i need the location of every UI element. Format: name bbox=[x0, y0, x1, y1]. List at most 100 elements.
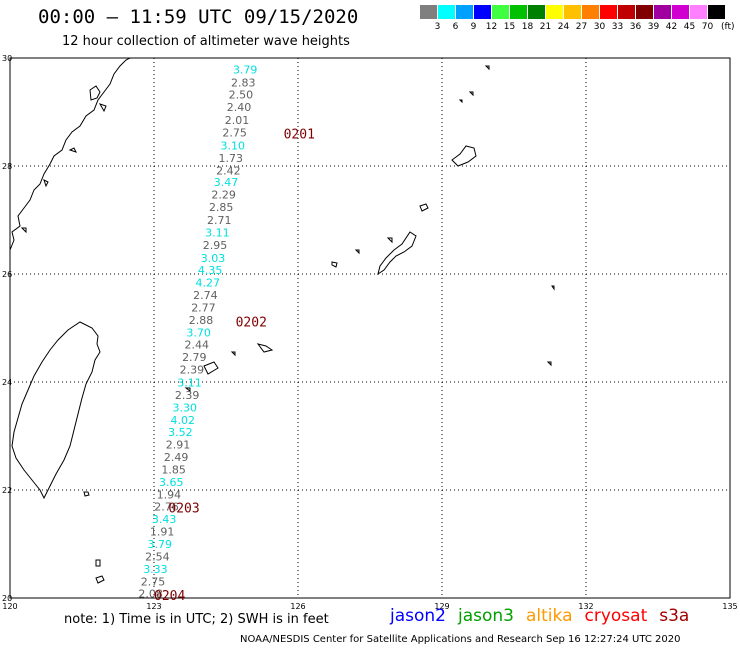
legend-label: 9 bbox=[470, 22, 477, 32]
legend-swatch bbox=[528, 5, 545, 19]
legend-swatch bbox=[690, 5, 707, 19]
satellite-legend: jason2 jason3 altika cryosat s3a bbox=[390, 606, 701, 626]
luzon-strait-islets bbox=[95, 559, 105, 584]
legend-swatch bbox=[708, 5, 725, 19]
lon-tick-label: 132 bbox=[578, 602, 593, 611]
wave-height-value: 2.50 bbox=[229, 89, 254, 102]
wave-height-value: 3.11 bbox=[177, 377, 202, 390]
legend-label: 6 bbox=[452, 22, 459, 32]
legend-swatch bbox=[600, 5, 617, 19]
wave-height-value: 2.08 bbox=[138, 588, 163, 601]
wave-height-value: 2.75 bbox=[141, 575, 166, 588]
wave-height-value: 4.02 bbox=[171, 414, 196, 427]
lon-tick-label: 126 bbox=[290, 602, 305, 611]
pass-labels: 0201 0202 0203 0204 bbox=[154, 128, 315, 604]
legend-label: 24 bbox=[557, 22, 570, 32]
pass-id-label: 0202 bbox=[236, 316, 267, 331]
ryukyu-islets bbox=[331, 65, 555, 367]
miyako-islands bbox=[184, 343, 274, 392]
pass-id-label: 0204 bbox=[154, 589, 185, 604]
china-coastline bbox=[9, 57, 131, 251]
lat-tick-label: 26 bbox=[2, 270, 12, 279]
wave-height-value: 2.01 bbox=[225, 114, 250, 127]
satellite-name: jason2 bbox=[390, 606, 446, 626]
wave-height-value: 2.91 bbox=[166, 439, 191, 452]
wave-height-value: 2.83 bbox=[231, 76, 256, 89]
pass-id-label: 0201 bbox=[284, 128, 315, 143]
lat-tick-label: 22 bbox=[2, 486, 12, 495]
lat-lon-grid: 120 123 126 129 132 135 20 22 24 26 28 30 bbox=[2, 54, 738, 611]
wave-height-value: 3.30 bbox=[172, 401, 197, 414]
legend-swatch bbox=[438, 5, 455, 19]
map-subtitle: 12 hour collection of altimeter wave hei… bbox=[62, 34, 350, 49]
wave-height-value: 3.79 bbox=[233, 63, 258, 76]
legend-label: 30 bbox=[593, 22, 606, 32]
wave-height-value: 2.42 bbox=[216, 164, 241, 177]
wave-height-labels: 3.792.832.502.402.012.753.101.732.423.47… bbox=[138, 63, 257, 600]
map-title: 00:00 – 11:59 UTC 09/15/2020 bbox=[38, 6, 359, 28]
china-coast-detail bbox=[20, 85, 107, 234]
wave-height-value: 2.77 bbox=[191, 301, 216, 314]
wave-height-value: 2.40 bbox=[227, 101, 252, 114]
wave-height-value: 3.65 bbox=[159, 476, 184, 489]
wave-height-value: 2.75 bbox=[222, 127, 247, 140]
lat-tick-label: 28 bbox=[2, 162, 12, 171]
wave-height-value: 2.71 bbox=[207, 214, 232, 227]
wave-height-value: 3.11 bbox=[205, 226, 230, 239]
wave-height-value: 2.76 bbox=[154, 501, 179, 514]
credit-line: NOAA/NESDIS Center for Satellite Applica… bbox=[240, 634, 681, 645]
taiwan-islet bbox=[83, 491, 90, 497]
legend-swatch bbox=[636, 5, 653, 19]
lon-tick-label: 129 bbox=[434, 602, 449, 611]
satellite-name: altika bbox=[526, 606, 573, 626]
wave-height-value: 2.49 bbox=[164, 451, 189, 464]
legend-label: 39 bbox=[647, 22, 660, 32]
satellite-name: cryosat bbox=[584, 606, 648, 626]
coastlines bbox=[9, 57, 555, 584]
wave-height-value: 2.95 bbox=[203, 239, 228, 252]
wave-height-value: 3.70 bbox=[186, 326, 211, 339]
lat-tick-label: 30 bbox=[2, 54, 12, 63]
wave-height-value: 2.85 bbox=[209, 201, 234, 214]
wave-height-value: 1.91 bbox=[150, 526, 175, 539]
legend-label: 18 bbox=[521, 22, 534, 32]
legend-label: 45 bbox=[683, 22, 696, 32]
legend-label: 42 bbox=[665, 22, 678, 32]
legend-swatch bbox=[654, 5, 671, 19]
satellite-name: s3a bbox=[659, 606, 690, 626]
wave-height-value: 2.44 bbox=[184, 339, 209, 352]
wave-height-value: 1.85 bbox=[161, 463, 186, 476]
footnote: note: 1) Time is in UTC; 2) SWH is in fe… bbox=[64, 612, 329, 627]
legend-label: 21 bbox=[539, 22, 552, 32]
legend-swatch bbox=[474, 5, 491, 19]
satellite-name: jason3 bbox=[458, 606, 514, 626]
wave-height-value: 2.54 bbox=[145, 550, 170, 563]
wave-height-value: 2.29 bbox=[211, 189, 236, 202]
wave-height-value: 3.79 bbox=[148, 538, 173, 551]
legend-label: 3 bbox=[434, 22, 441, 32]
wave-height-value: 2.79 bbox=[182, 351, 207, 364]
wave-height-value: 1.73 bbox=[219, 152, 244, 165]
legend-swatch bbox=[582, 5, 599, 19]
legend-unit: (ft) bbox=[721, 22, 735, 32]
lat-tick-label: 20 bbox=[2, 594, 12, 603]
wave-height-value: 3.43 bbox=[152, 513, 177, 526]
lon-tick-label: 135 bbox=[722, 602, 737, 611]
legend-label: 15 bbox=[503, 22, 516, 32]
wave-height-value: 2.39 bbox=[180, 364, 205, 377]
legend-swatch bbox=[456, 5, 473, 19]
amami-island bbox=[451, 145, 477, 167]
legend-swatch bbox=[672, 5, 689, 19]
wave-height-value: 1.94 bbox=[157, 488, 182, 501]
legend-label: 33 bbox=[611, 22, 624, 32]
wave-height-value: 4.35 bbox=[198, 264, 223, 277]
legend-swatch bbox=[564, 5, 581, 19]
wave-height-value: 3.33 bbox=[143, 563, 168, 576]
pass-id-label: 0203 bbox=[168, 501, 199, 516]
map-frame bbox=[9, 57, 731, 599]
taiwan-coastline bbox=[11, 321, 101, 500]
legend-label: 36 bbox=[629, 22, 642, 32]
wave-height-value: 3.47 bbox=[214, 176, 239, 189]
lat-tick-label: 24 bbox=[2, 378, 12, 387]
